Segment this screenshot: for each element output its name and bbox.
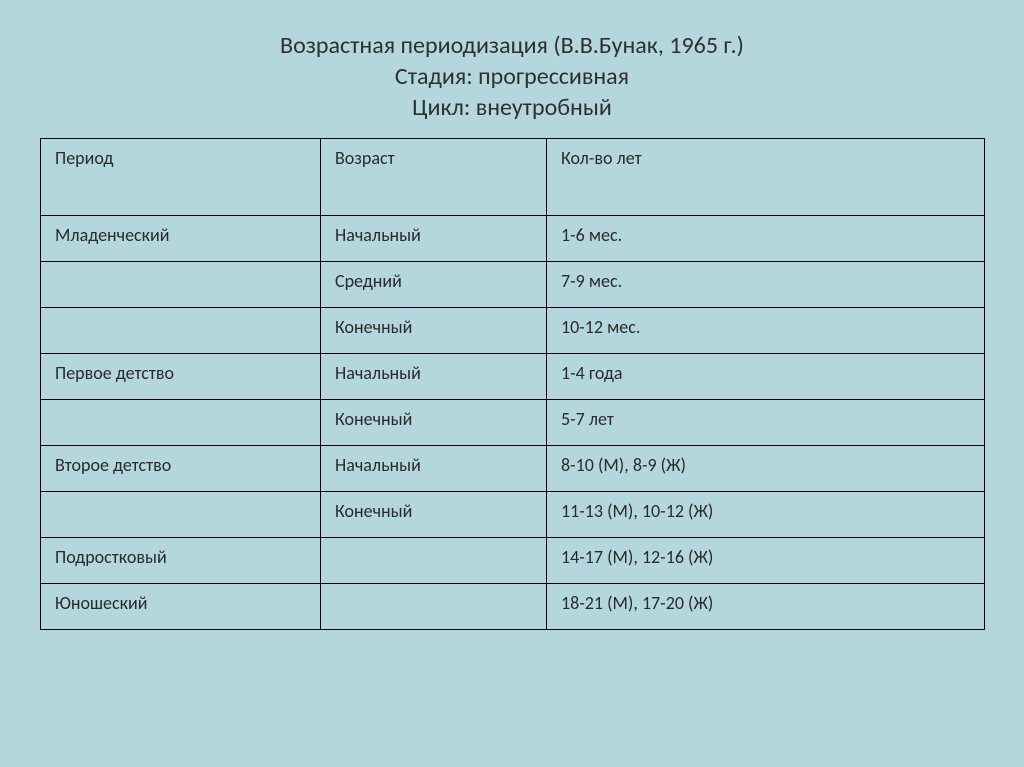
cell-age bbox=[321, 537, 547, 583]
cell-period: Юношеский bbox=[41, 583, 321, 629]
cell-years: 7-9 мес. bbox=[547, 261, 985, 307]
col-header-years: Кол-во лет bbox=[547, 138, 985, 215]
cell-period: Второе детство bbox=[41, 445, 321, 491]
cell-period: Подростковый bbox=[41, 537, 321, 583]
cell-years: 5-7 лет bbox=[547, 399, 985, 445]
cell-years: 14-17 (М), 12-16 (Ж) bbox=[547, 537, 985, 583]
cell-years: 18-21 (М), 17-20 (Ж) bbox=[547, 583, 985, 629]
table-row: Подростковый 14-17 (М), 12-16 (Ж) bbox=[41, 537, 985, 583]
cell-age: Начальный bbox=[321, 445, 547, 491]
cell-period bbox=[41, 491, 321, 537]
cell-period bbox=[41, 261, 321, 307]
cell-age: Конечный bbox=[321, 307, 547, 353]
table-row: Конечный 5-7 лет bbox=[41, 399, 985, 445]
cell-age: Начальный bbox=[321, 353, 547, 399]
table-row: Первое детство Начальный 1-4 года bbox=[41, 353, 985, 399]
cell-period: Младенческий bbox=[41, 215, 321, 261]
cell-years: 1-4 года bbox=[547, 353, 985, 399]
cell-years: 10-12 мес. bbox=[547, 307, 985, 353]
cell-period: Первое детство bbox=[41, 353, 321, 399]
cell-period bbox=[41, 399, 321, 445]
table-row: Младенческий Начальный 1-6 мес. bbox=[41, 215, 985, 261]
table-row: Второе детство Начальный 8-10 (М), 8-9 (… bbox=[41, 445, 985, 491]
title-line-2: Стадия: прогрессивная bbox=[40, 61, 984, 92]
table-row: Конечный 11-13 (М), 10-12 (Ж) bbox=[41, 491, 985, 537]
cell-period bbox=[41, 307, 321, 353]
cell-age: Средний bbox=[321, 261, 547, 307]
table-row: Конечный 10-12 мес. bbox=[41, 307, 985, 353]
table-header-row: Период Возраст Кол-во лет bbox=[41, 138, 985, 215]
cell-age: Начальный bbox=[321, 215, 547, 261]
col-header-period: Период bbox=[41, 138, 321, 215]
cell-years: 8-10 (М), 8-9 (Ж) bbox=[547, 445, 985, 491]
slide-title: Возрастная периодизация (В.В.Бунак, 1965… bbox=[40, 30, 984, 124]
cell-age: Конечный bbox=[321, 491, 547, 537]
table-row: Юношеский 18-21 (М), 17-20 (Ж) bbox=[41, 583, 985, 629]
cell-years: 1-6 мес. bbox=[547, 215, 985, 261]
cell-years: 11-13 (М), 10-12 (Ж) bbox=[547, 491, 985, 537]
col-header-age: Возраст bbox=[321, 138, 547, 215]
title-line-3: Цикл: внеутробный bbox=[40, 92, 984, 123]
cell-age: Конечный bbox=[321, 399, 547, 445]
periodization-table: Период Возраст Кол-во лет Младенческий Н… bbox=[40, 138, 985, 630]
title-line-1: Возрастная периодизация (В.В.Бунак, 1965… bbox=[40, 30, 984, 61]
cell-age bbox=[321, 583, 547, 629]
table-row: Средний 7-9 мес. bbox=[41, 261, 985, 307]
slide: Возрастная периодизация (В.В.Бунак, 1965… bbox=[0, 0, 1024, 767]
